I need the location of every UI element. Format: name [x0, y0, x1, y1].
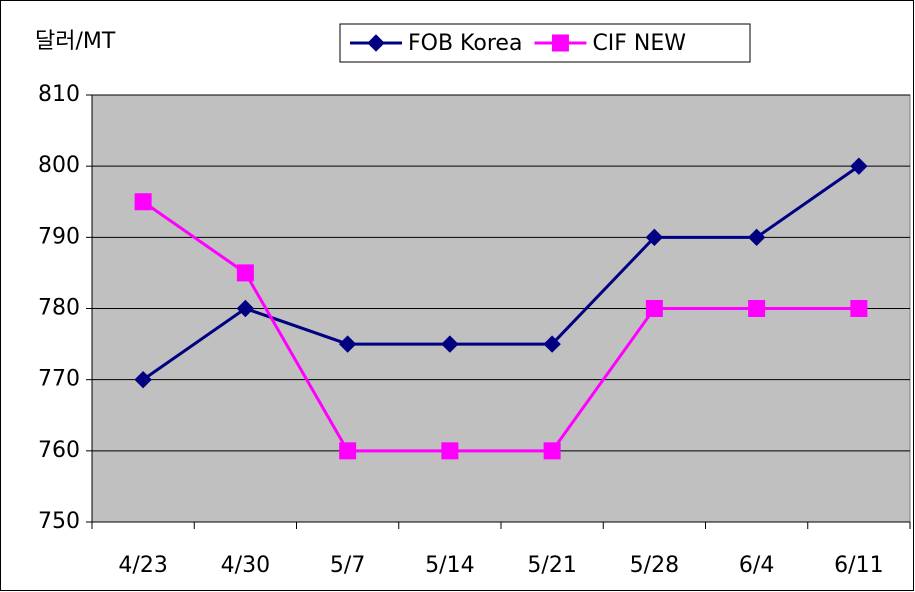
- legend-marker: [551, 34, 569, 52]
- data-point: [134, 370, 152, 389]
- data-point: [134, 193, 152, 211]
- data-point: [645, 300, 663, 317]
- y-tick-label: 770: [38, 367, 80, 392]
- x-tick-label: 4/23: [118, 553, 167, 578]
- data-point: [645, 228, 664, 247]
- data-point: [543, 335, 561, 353]
- y-tick-label: 790: [38, 224, 80, 249]
- data-point: [543, 442, 561, 460]
- data-point: [748, 300, 766, 317]
- x-tick-label: 5/7: [330, 553, 365, 578]
- data-point: [236, 299, 255, 318]
- legend-label: CIF NEW: [592, 31, 686, 56]
- x-tick-label: 5/14: [425, 553, 474, 578]
- x-tick-label: 5/21: [527, 553, 576, 578]
- y-tick-label: 760: [38, 438, 80, 463]
- data-point: [850, 300, 868, 317]
- x-tick-label: 4/30: [221, 553, 270, 578]
- data-point: [339, 442, 357, 460]
- y-tick-label: 800: [38, 153, 80, 178]
- y-tick-label: 780: [38, 296, 80, 321]
- x-tick-label: 6/11: [834, 553, 883, 578]
- x-tick-label: 5/28: [630, 553, 679, 578]
- series-line: [142, 164, 860, 381]
- series-line: [142, 200, 859, 453]
- x-tick-label: 6/4: [739, 553, 774, 578]
- legend-label: FOB Korea: [408, 31, 522, 56]
- legend-marker: [367, 34, 385, 52]
- y-axis-label: 달러/MT: [35, 29, 116, 54]
- data-point: [236, 264, 254, 282]
- data-point: [747, 228, 766, 247]
- data-point: [441, 442, 459, 460]
- y-tick-label: 750: [38, 509, 80, 534]
- data-point: [441, 335, 459, 353]
- y-tick-label: 810: [38, 82, 80, 107]
- data-point: [850, 157, 868, 175]
- data-point: [338, 335, 357, 353]
